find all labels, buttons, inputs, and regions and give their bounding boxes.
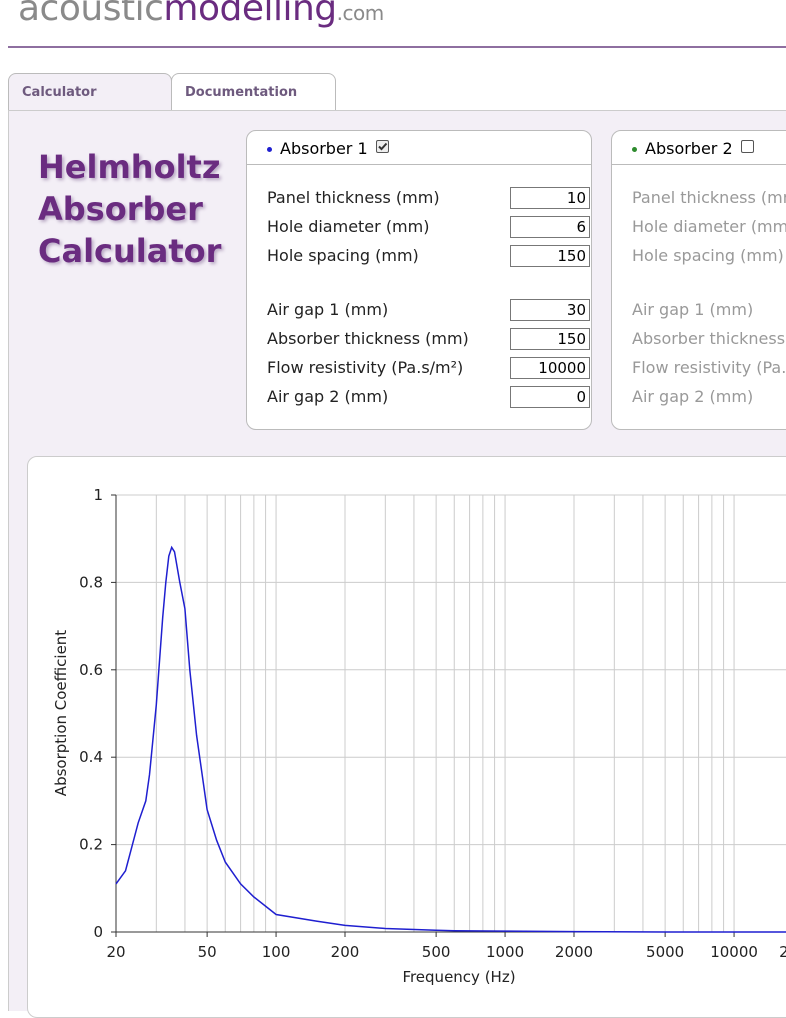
y-axis-title: Absorption Coefficient [52, 630, 70, 796]
field-row: Flow resistivity (Pa.s/m²) 10000 [267, 357, 590, 379]
check [377, 142, 387, 151]
field-row: Panel thickness (mm) 10 [267, 187, 590, 209]
field-label: Hole diameter (mm) [267, 217, 430, 236]
x-tick-label: 1000 [486, 943, 524, 961]
field-row: Hole diameter (mm) 6 [267, 216, 590, 238]
field-label: Flow resistivity (Pa.s/m²) [632, 358, 786, 377]
x-axis-title: Frequency (Hz) [402, 968, 515, 986]
field-row: Air gap 1 (mm) [632, 299, 753, 321]
field-input[interactable]: 150 [510, 328, 590, 350]
logo-text: .com [336, 1, 385, 25]
field-label: Air gap 2 (mm) [632, 387, 754, 406]
field-input[interactable]: 10000 [510, 357, 590, 379]
field-label: Flow resistivity (Pa.s/m²) [267, 358, 464, 377]
panel-header: Absorber 2 [612, 131, 786, 165]
absorber-panel: Absorber 2 Panel thickness (mm) Hole diame… [611, 130, 786, 430]
field-row: Absorber thickness (mm) 150 [267, 328, 590, 350]
chart: 20 50 100 200 500 1000 2000 5000 10000 20000 0 0.2 0… [52, 486, 786, 986]
tab[interactable]: Documentation [171, 73, 336, 110]
field-row: Absorber thickness (mm) [632, 328, 786, 350]
field-input[interactable]: 30 [510, 299, 590, 321]
y-tick-label: 0.2 [79, 836, 103, 854]
title-line: Absorber [38, 190, 203, 228]
x-tick-label: 200 [331, 943, 360, 961]
y-tick-label: 0.8 [79, 573, 103, 591]
y-tick-label: 0.6 [79, 661, 103, 679]
x-tick-label: 50 [198, 943, 217, 961]
absorber-name: Absorber 1 [280, 139, 368, 158]
field-label: Air gap 1 (mm) [632, 300, 754, 319]
field-row: Air gap 1 (mm) 30 [267, 299, 590, 321]
title-line: Calculator [38, 232, 222, 270]
field-label: Hole diameter (mm) [632, 217, 786, 236]
checkbox[interactable] [375, 140, 389, 153]
field-label: Air gap 2 (mm) [267, 387, 389, 406]
x-tick-label: 2000 [555, 943, 593, 961]
x-tick-label: 5000 [646, 943, 684, 961]
logo-text: modelling [163, 0, 337, 29]
x-tick-label: 500 [422, 943, 451, 961]
absorber-name: Absorber 2 [645, 139, 733, 158]
y-tick-label: 1 [93, 486, 103, 504]
dot [267, 147, 272, 152]
field-row: Flow resistivity (Pa.s/m²) [632, 357, 786, 379]
field-label: Absorber thickness (mm) [632, 329, 786, 348]
x-tick-label: 10000 [710, 943, 758, 961]
field-input[interactable]: 6 [510, 216, 590, 238]
x-tick-label: 20000 [779, 943, 786, 961]
data-line [115, 545, 786, 933]
title-line: Helmholtz [38, 148, 221, 186]
x-tick-label: 20 [106, 943, 125, 961]
logo[interactable]: acousticmodelling.com [18, 0, 384, 29]
y-tick-label: 0 [93, 923, 103, 941]
field-row: Hole spacing (mm) 150 [267, 245, 590, 267]
field-label: Panel thickness (mm) [632, 188, 786, 207]
field-input[interactable]: 150 [510, 245, 590, 267]
field-row: Panel thickness (mm) [632, 187, 786, 209]
field-input[interactable]: 0 [510, 386, 590, 408]
field-label: Absorber thickness (mm) [267, 329, 469, 348]
panel-header: Absorber 1 [247, 131, 591, 165]
dot [632, 147, 637, 152]
field-row: Hole diameter (mm) [632, 216, 786, 238]
field-row: Air gap 2 (mm) [632, 386, 753, 408]
app-title: Helmholtz Absorber Calculator [38, 146, 221, 272]
field-input[interactable]: 10 [510, 187, 590, 209]
x-tick-label: 100 [262, 943, 291, 961]
field-label: Air gap 1 (mm) [267, 300, 389, 319]
logo-text: acoustic [18, 0, 164, 29]
tab[interactable]: Calculator [8, 73, 172, 110]
field-row: Hole spacing (mm) [632, 245, 784, 267]
field-label: Hole spacing (mm) [267, 246, 419, 265]
checkbox[interactable] [740, 140, 754, 153]
header-rule [8, 46, 786, 48]
field-row: Air gap 2 (mm) 0 [267, 386, 590, 408]
absorber-panel: Absorber 1 Panel thickness (mm) 10 Hole dia… [246, 130, 592, 430]
y-tick-label: 0.4 [79, 748, 103, 766]
field-label: Panel thickness (mm) [267, 188, 440, 207]
field-label: Hole spacing (mm) [632, 246, 784, 265]
